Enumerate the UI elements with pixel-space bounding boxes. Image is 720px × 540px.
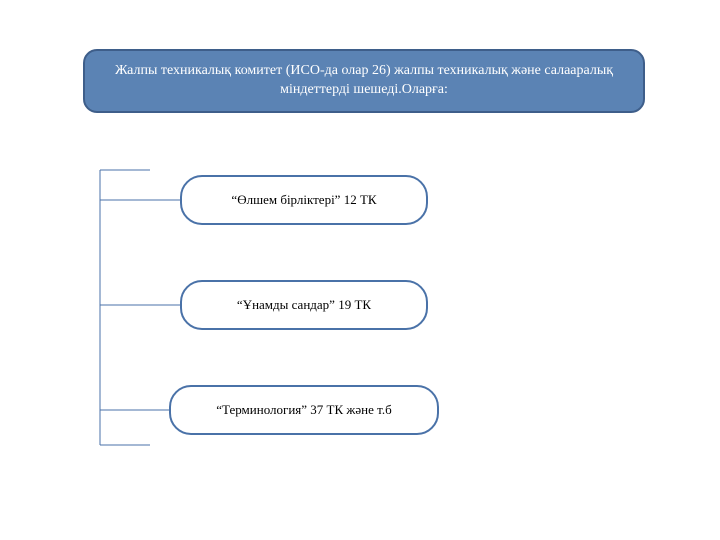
child-text-1: “Ұнамды сандар” 19 ТК xyxy=(237,297,371,313)
child-box-2: “Терминология” 37 ТК және т.б xyxy=(169,385,439,435)
child-box-0: “Өлшем бірліктері” 12 ТК xyxy=(180,175,428,225)
header-box: Жалпы техникалық комитет (ИСО-да олар 26… xyxy=(83,49,645,113)
child-text-0: “Өлшем бірліктері” 12 ТК xyxy=(231,192,376,208)
header-text: Жалпы техникалық комитет (ИСО-да олар 26… xyxy=(109,62,619,100)
child-text-2: “Терминология” 37 ТК және т.б xyxy=(216,402,391,418)
child-box-1: “Ұнамды сандар” 19 ТК xyxy=(180,280,428,330)
